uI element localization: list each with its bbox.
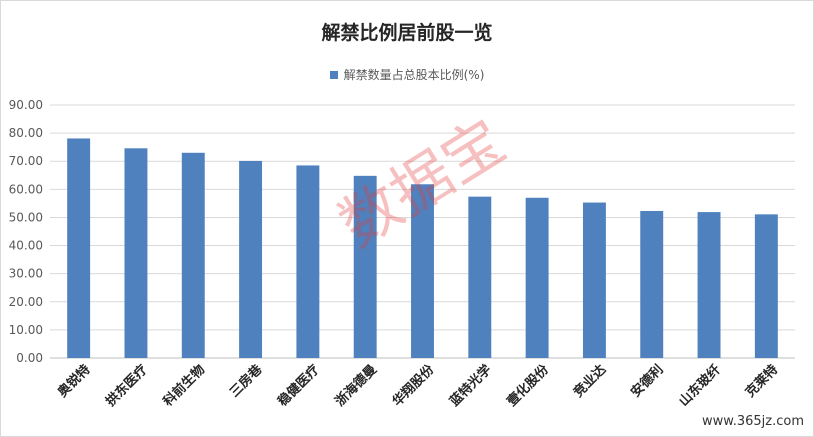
x-tick-label: 壹化股份 [504, 361, 553, 410]
x-tick-label: 三房巷 [227, 361, 267, 401]
bar [353, 175, 377, 358]
y-tick-label: 30.00 [9, 267, 43, 281]
site-watermark: www.365jz.com [702, 414, 804, 429]
x-tick-label: 稳健医疗 [275, 362, 323, 410]
bar [640, 210, 664, 358]
x-tick-label: 华翔股份 [389, 361, 438, 410]
y-tick-label: 50.00 [9, 210, 43, 224]
bar [67, 138, 91, 358]
x-tick-label: 科前生物 [160, 362, 208, 410]
chart-title: 解禁比例居前股一览 [321, 22, 493, 44]
x-tick-label: 拱东医疗 [103, 362, 151, 410]
x-tick-label: 竞业达 [570, 362, 609, 401]
y-tick-label: 10.00 [9, 323, 43, 337]
y-tick-label: 90.00 [9, 98, 43, 112]
bar [582, 202, 606, 358]
x-tick-label: 浙海德曼 [332, 362, 380, 410]
legend-label: 解禁数量占总股本比例(%) [343, 68, 485, 82]
x-tick-label: 蓝特光学 [447, 362, 495, 410]
bar [697, 212, 721, 358]
y-tick-label: 40.00 [9, 239, 43, 253]
y-tick-label: 0.00 [16, 351, 43, 365]
y-tick-label: 70.00 [9, 154, 43, 168]
y-tick-label: 20.00 [9, 295, 43, 309]
y-tick-label: 80.00 [9, 126, 43, 140]
bar [754, 214, 778, 358]
x-tick-label: 克莱特 [742, 362, 781, 401]
bar [239, 160, 263, 358]
x-tick-label: 安德利 [628, 362, 667, 401]
bar [525, 197, 549, 358]
bar [124, 148, 148, 358]
bar [411, 184, 434, 358]
y-tick-label: 60.00 [9, 182, 43, 196]
legend: 解禁数量占总股本比例(%) [0, 66, 814, 83]
x-tick-label: 山东玻纤 [676, 362, 724, 410]
bar [468, 196, 492, 358]
bar [296, 165, 320, 358]
x-tick-label: 奥锐特 [55, 362, 94, 401]
legend-swatch [329, 70, 338, 79]
bar [181, 152, 205, 358]
